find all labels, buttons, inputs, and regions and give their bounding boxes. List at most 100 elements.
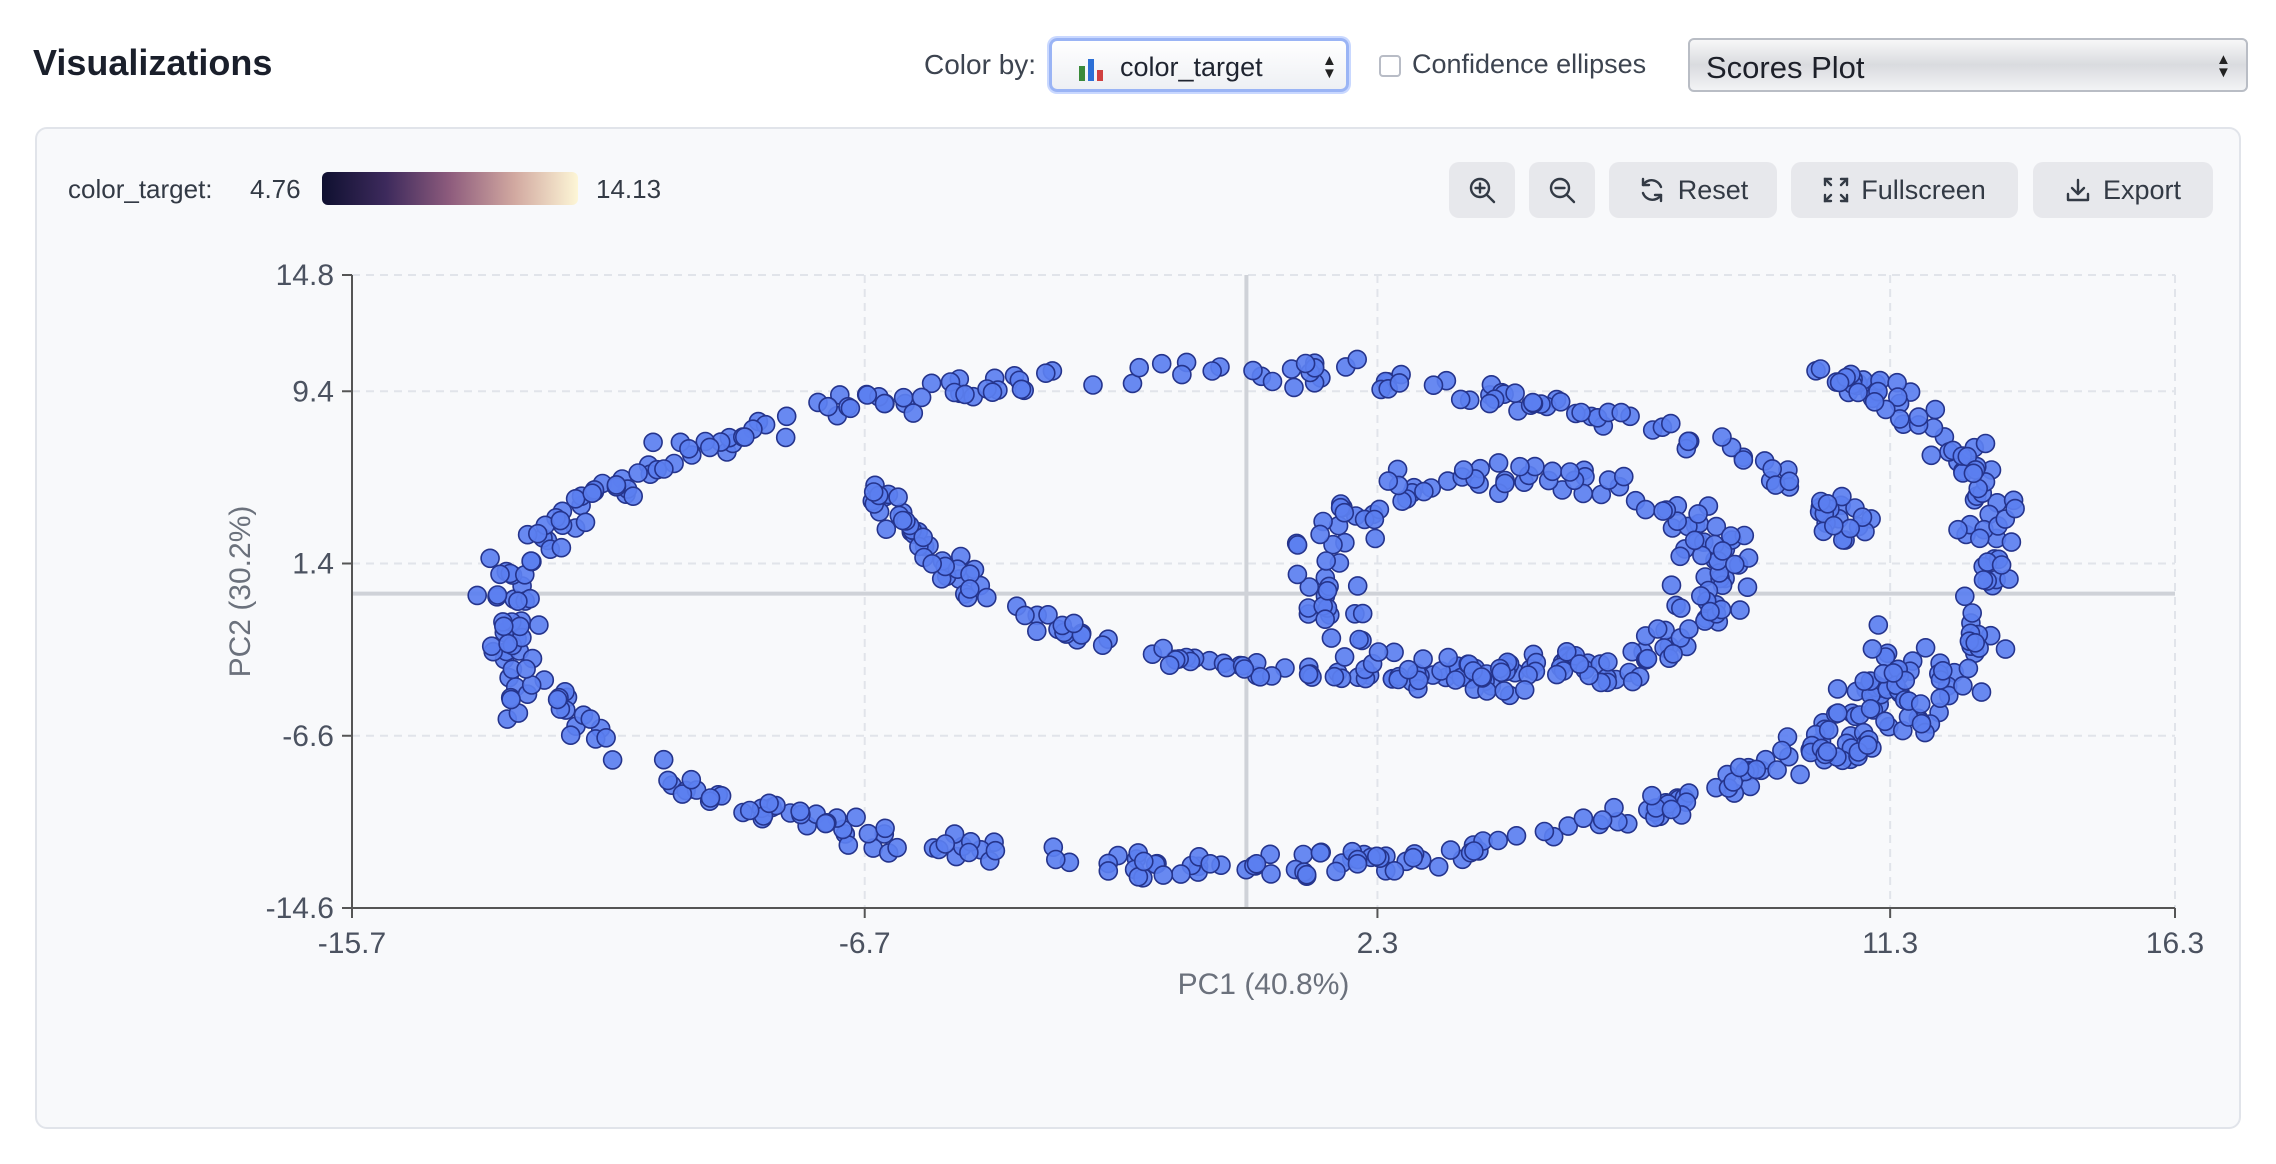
data-point xyxy=(863,482,884,502)
data-point xyxy=(516,659,536,679)
data-point xyxy=(1243,360,1263,381)
data-point xyxy=(959,579,980,599)
data-point xyxy=(790,801,810,822)
confidence-ellipses-checkbox[interactable] xyxy=(1379,55,1401,77)
data-point xyxy=(903,403,924,423)
data-point xyxy=(1592,810,1613,830)
data-point xyxy=(1921,445,1942,466)
reset-button[interactable]: Reset xyxy=(1609,162,1777,218)
data-point xyxy=(1159,655,1180,676)
x-tick-label: -15.7 xyxy=(318,927,386,960)
data-point xyxy=(658,770,678,791)
reset-label: Reset xyxy=(1677,174,1749,205)
data-point xyxy=(1450,389,1471,410)
data-point xyxy=(840,398,861,419)
data-point xyxy=(1316,551,1336,571)
data-point xyxy=(1494,681,1514,701)
data-point xyxy=(1324,666,1345,687)
data-point xyxy=(1730,600,1750,620)
data-point xyxy=(734,427,755,447)
data-point xyxy=(959,842,979,863)
data-point xyxy=(1890,409,1910,429)
data-point xyxy=(1514,680,1535,700)
data-point xyxy=(1534,821,1555,842)
data-point xyxy=(1398,659,1419,680)
data-point xyxy=(1365,528,1385,549)
zoom-in-button[interactable] xyxy=(1449,162,1515,218)
data-point xyxy=(1712,541,1733,561)
export-label: Export xyxy=(2102,174,2182,205)
data-point xyxy=(654,459,674,479)
legend-min: 4.76 xyxy=(250,174,301,204)
data-point xyxy=(815,813,836,834)
data-point xyxy=(1962,603,1982,623)
data-point xyxy=(1991,555,2012,575)
data-point xyxy=(935,834,956,854)
data-point xyxy=(1428,856,1449,877)
data-point xyxy=(1510,456,1530,477)
data-point xyxy=(480,548,500,569)
data-point xyxy=(547,689,568,710)
confidence-ellipses-label[interactable]: Confidence ellipses xyxy=(1412,49,1647,79)
data-point xyxy=(596,727,616,748)
data-point xyxy=(1295,353,1316,374)
data-point xyxy=(1670,546,1690,567)
data-point xyxy=(985,840,1006,861)
data-point xyxy=(911,387,932,408)
data-point xyxy=(1604,797,1624,818)
data-point xyxy=(1958,658,1979,679)
data-point xyxy=(1688,504,1708,524)
data-point xyxy=(1817,493,1838,514)
data-point xyxy=(1172,364,1192,385)
data-point xyxy=(1888,387,1908,407)
legend-label: color_target: xyxy=(68,174,213,204)
data-point xyxy=(1296,864,1317,885)
data-point xyxy=(1334,502,1355,523)
x-tick-label: 2.3 xyxy=(1357,927,1399,960)
data-point xyxy=(1347,349,1367,370)
scatter-points xyxy=(467,349,2025,888)
data-point xyxy=(1347,853,1368,874)
color-scale-bar xyxy=(322,172,578,205)
data-point xyxy=(1971,682,1992,702)
data-point xyxy=(857,385,878,405)
data-point xyxy=(1083,375,1103,395)
data-point xyxy=(643,432,663,453)
data-point xyxy=(1403,847,1423,868)
zoom-in-icon xyxy=(1469,177,1496,204)
data-point xyxy=(1310,842,1331,863)
data-point xyxy=(1910,694,1931,714)
color-by-select[interactable]: color_target ▲ ▼ xyxy=(1049,38,1349,92)
data-point xyxy=(700,788,721,808)
data-point xyxy=(2001,532,2022,552)
top-bar: Visualizations Color by: color_target ▲ ▼… xyxy=(0,0,2276,130)
data-point xyxy=(875,818,895,839)
data-point xyxy=(1810,359,1831,379)
bar-chart-icon xyxy=(1079,59,1103,81)
data-point xyxy=(775,427,796,448)
data-point xyxy=(1852,507,1873,528)
fullscreen-button[interactable]: Fullscreen xyxy=(1791,162,2018,218)
x-tick-label: -6.7 xyxy=(839,927,891,960)
data-point xyxy=(1547,664,1567,685)
data-point xyxy=(1661,799,1682,820)
data-point xyxy=(1523,392,1543,413)
data-point xyxy=(1347,576,1368,596)
data-point xyxy=(1684,530,1705,551)
data-point xyxy=(1378,471,1399,491)
plot-type-select[interactable]: Scores Plot ▲ ▼ xyxy=(1688,38,2248,92)
zoom-out-button[interactable] xyxy=(1529,162,1595,218)
data-point xyxy=(1762,459,1782,479)
data-point xyxy=(1261,864,1281,884)
data-point xyxy=(892,510,913,531)
page-title: Visualizations xyxy=(33,42,273,83)
data-point xyxy=(575,512,596,533)
origin-lines xyxy=(352,275,2175,908)
data-point xyxy=(1505,383,1525,404)
data-point xyxy=(1790,764,1810,785)
y-tick-label: -14.6 xyxy=(266,892,334,925)
data-point xyxy=(887,837,907,858)
export-button[interactable]: Export xyxy=(2033,162,2213,218)
data-point xyxy=(1995,639,2016,659)
